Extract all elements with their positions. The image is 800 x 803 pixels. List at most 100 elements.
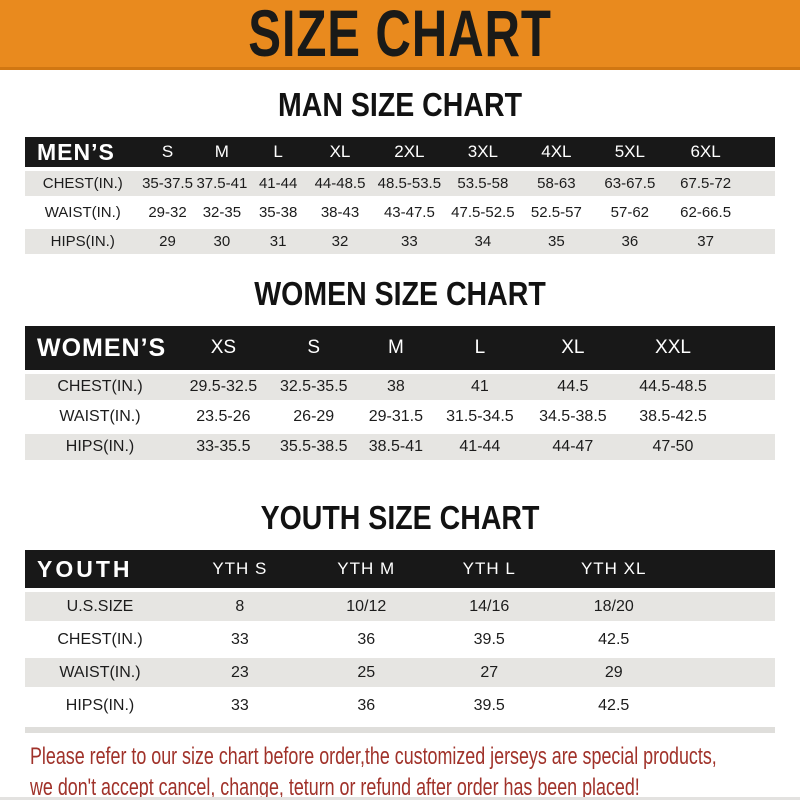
women-section-title: WOMEN SIZE CHART xyxy=(254,274,546,313)
filler-cell xyxy=(676,592,775,621)
size-value-cell: 30 xyxy=(194,229,250,254)
men-section-title: MAN SIZE CHART xyxy=(277,85,523,124)
filler-cell xyxy=(677,691,775,720)
filler-cell xyxy=(724,326,775,370)
size-value-cell: 32.5-35.5 xyxy=(271,374,356,400)
size-value-cell: 31 xyxy=(249,229,307,254)
size-value-cell: 33 xyxy=(230,696,249,714)
size-value-cell: 36 xyxy=(592,229,667,254)
size-column-header: YTH L xyxy=(427,550,551,588)
size-value-cell: 44-47 xyxy=(523,434,622,460)
filler-cell xyxy=(744,200,775,225)
page-title: SIZE CHART xyxy=(248,0,552,71)
size-value-cell: 35 xyxy=(519,229,593,254)
size-column-header: L xyxy=(436,326,524,370)
size-value-cell: 14/16 xyxy=(427,592,551,621)
size-value-cell: 38.5-41 xyxy=(355,434,436,460)
size-value-cell: 39.5 xyxy=(473,630,505,648)
filler-cell xyxy=(676,550,775,588)
size-value-cell: 67.5-72 xyxy=(666,171,745,196)
size-column-header: 4XL xyxy=(519,137,593,167)
size-column-header: XS xyxy=(175,326,272,370)
size-value-cell: 23 xyxy=(175,658,305,687)
size-column-header: M xyxy=(355,326,436,370)
size-value-cell: 48.5-53.5 xyxy=(373,171,446,196)
size-value-cell: 37 xyxy=(666,229,745,254)
size-value-cell: 58-63 xyxy=(519,171,593,196)
row-label-cell: WAIST(IN.) xyxy=(25,658,175,687)
size-column-header: YTH XL xyxy=(550,550,677,588)
size-value-cell: 18/20 xyxy=(550,592,677,621)
table-row: WAIST(IN.) 23.5-26 26-29 29-31.5 31.5-34… xyxy=(25,404,775,430)
table-row: CHEST(IN.) 33 36 39.5 42.5 xyxy=(25,625,775,654)
row-label-cell: U.S.SIZE xyxy=(25,592,175,621)
size-column-header: L xyxy=(249,137,307,167)
filler-cell xyxy=(744,171,775,196)
size-value-cell: 23.5-26 xyxy=(196,408,251,425)
size-column-header: S xyxy=(140,137,195,167)
table-row: HIPS(IN.) 33-35.5 35.5-38.5 38.5-41 41-4… xyxy=(25,434,775,460)
size-value-cell: 33 xyxy=(373,229,446,254)
size-column-header: XL xyxy=(523,326,622,370)
women-section: WOMEN SIZE CHART WOMEN’S XS S M L XL XXL xyxy=(0,274,800,464)
size-value-cell: 38 xyxy=(355,374,436,400)
footer-line-2: we don't accept cancel, change, teturn o… xyxy=(30,774,640,801)
men-table-group-label: MEN’S xyxy=(25,137,141,167)
row-label-cell: HIPS(IN.) xyxy=(25,229,141,254)
table-bottom-strip xyxy=(25,727,775,733)
filler-cell xyxy=(676,658,775,687)
size-value-cell: 29.5-32.5 xyxy=(175,374,272,400)
size-value-cell: 44.5-48.5 xyxy=(622,374,724,400)
table-row: HIPS(IN.) 29 30 31 32 33 34 35 36 37 xyxy=(25,229,775,254)
table-row: WAIST(IN.) 23 25 27 29 xyxy=(25,658,775,687)
size-column-header: XXL xyxy=(622,326,724,370)
youth-table-group-label: YOUTH xyxy=(25,550,175,588)
table-row: CHEST(IN.) 35-37.5 37.5-41 41-44 44-48.5… xyxy=(25,171,775,196)
size-value-cell: 41-44 xyxy=(249,171,307,196)
youth-table-header-row: YOUTH YTH S YTH M YTH L YTH XL xyxy=(25,550,775,588)
size-value-cell: 27 xyxy=(427,658,551,687)
filler-cell xyxy=(744,137,775,167)
size-value-cell: 8 xyxy=(175,592,305,621)
size-value-cell: 53.5-58 xyxy=(445,171,520,196)
size-column-header: S xyxy=(271,326,356,370)
size-value-cell: 42.5 xyxy=(598,630,630,648)
size-value-cell: 29-31.5 xyxy=(368,408,423,425)
page-bottom-edge xyxy=(0,797,800,800)
youth-size-table: YOUTH YTH S YTH M YTH L YTH XL U.S.SIZE … xyxy=(25,546,775,724)
row-label-cell: HIPS(IN.) xyxy=(65,696,135,714)
size-value-cell: 29-32 xyxy=(148,204,187,221)
women-table-group-label: WOMEN’S xyxy=(25,326,175,370)
size-value-cell: 37.5-41 xyxy=(194,171,250,196)
table-row: U.S.SIZE 8 10/12 14/16 18/20 xyxy=(25,592,775,621)
size-column-header: XL xyxy=(307,137,373,167)
size-value-cell: 41 xyxy=(436,374,524,400)
size-value-cell: 41-44 xyxy=(436,434,524,460)
size-value-cell: 62-66.5 xyxy=(680,204,732,221)
women-table-header-row: WOMEN’S XS S M L XL XXL xyxy=(25,326,775,370)
size-value-cell: 44.5 xyxy=(523,374,622,400)
men-table-header-row: MEN’S S M L XL 2XL 3XL 4XL 5XL 6XL xyxy=(25,137,775,167)
size-value-cell: 63-67.5 xyxy=(592,171,667,196)
banner: SIZE CHART xyxy=(0,0,800,70)
size-value-cell: 34.5-38.5 xyxy=(539,408,607,425)
youth-section-title: YOUTH SIZE CHART xyxy=(260,498,540,537)
filler-cell xyxy=(724,374,775,400)
size-value-cell: 26-29 xyxy=(293,408,335,425)
size-column-header: YTH S xyxy=(175,550,305,588)
size-column-header: M xyxy=(194,137,250,167)
size-column-header: YTH M xyxy=(304,550,428,588)
size-value-cell: 33-35.5 xyxy=(175,434,272,460)
size-value-cell: 34 xyxy=(445,229,520,254)
size-value-cell: 25 xyxy=(304,658,428,687)
footer-note: Please refer to our size chart before or… xyxy=(30,741,800,803)
row-label-cell: HIPS(IN.) xyxy=(25,434,175,460)
size-value-cell: 38-43 xyxy=(320,204,360,221)
row-label-cell: CHEST(IN.) xyxy=(25,374,175,400)
size-value-cell: 31.5-34.5 xyxy=(446,408,514,425)
row-label-cell: CHEST(IN.) xyxy=(25,171,141,196)
size-value-cell: 10/12 xyxy=(304,592,428,621)
size-value-cell: 43-47.5 xyxy=(383,204,435,221)
table-row: WAIST(IN.) 29-32 32-35 35-38 38-43 43-47… xyxy=(25,200,775,225)
